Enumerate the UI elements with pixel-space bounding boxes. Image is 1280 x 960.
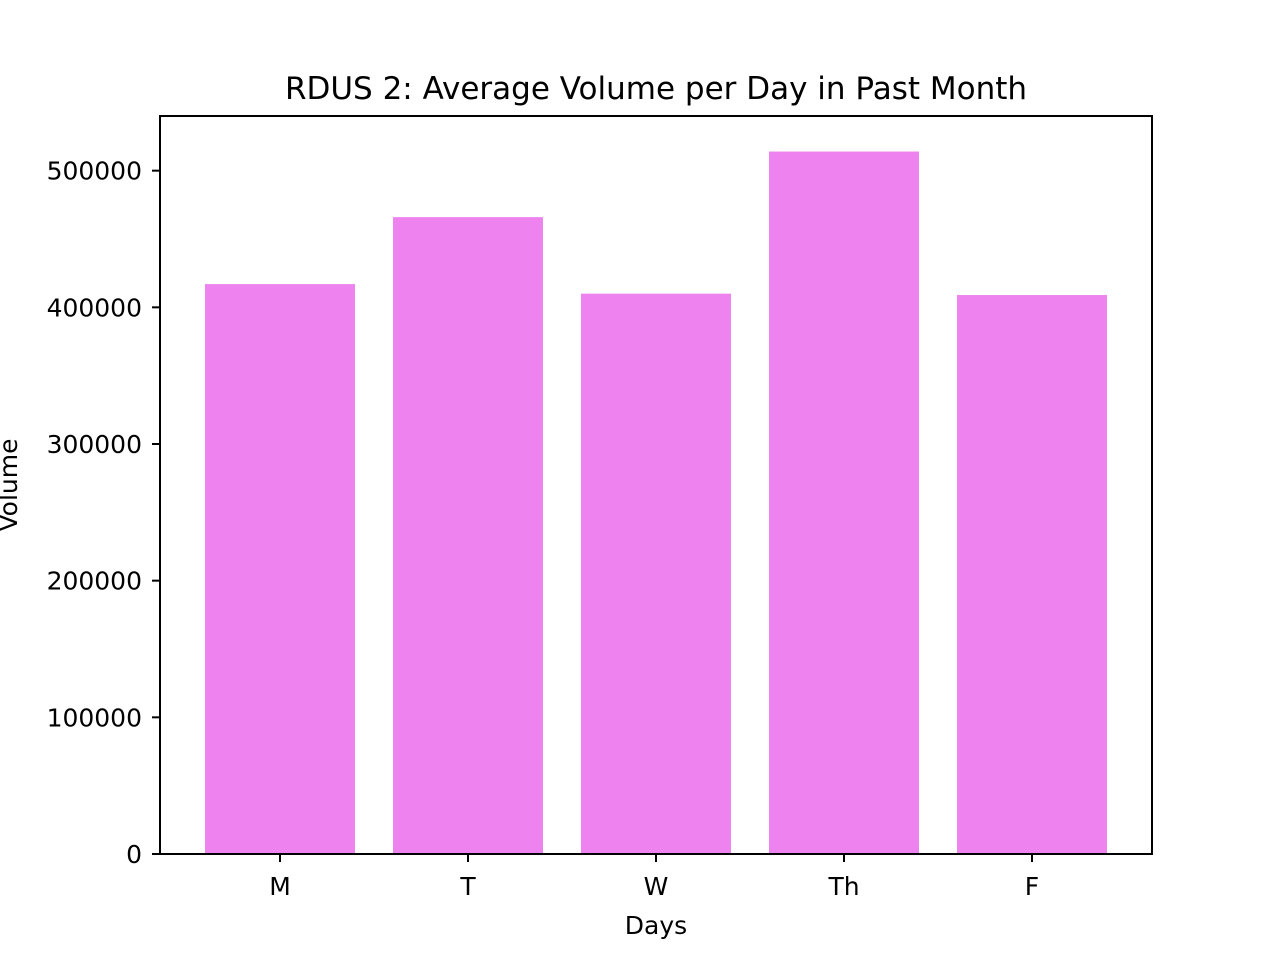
chart-title: RDUS 2: Average Volume per Day in Past M… <box>285 71 1027 107</box>
y-tick-label-400000: 400000 <box>47 293 142 322</box>
x-axis-title: Days <box>625 911 687 940</box>
bar-w <box>581 293 731 855</box>
plot-frame <box>159 115 1153 855</box>
x-tick-label-t: T <box>459 872 476 901</box>
bar-th <box>769 151 919 855</box>
bar-m <box>205 284 355 855</box>
y-tick-label-0: 0 <box>126 840 142 869</box>
y-tick-label-300000: 300000 <box>47 430 142 459</box>
y-tick-label-500000: 500000 <box>47 157 142 186</box>
y-axis: 0 100000 200000 300000 400000 500000 <box>47 157 160 869</box>
y-tick-label-100000: 100000 <box>47 703 142 732</box>
x-axis: M T W Th F <box>269 854 1039 901</box>
bars-group <box>205 151 1107 855</box>
x-tick-label-th: Th <box>827 872 859 901</box>
bar-t <box>393 217 543 855</box>
x-tick-label-f: F <box>1025 872 1039 901</box>
y-tick-label-200000: 200000 <box>47 567 142 596</box>
x-tick-label-w: W <box>644 872 669 901</box>
x-tick-label-m: M <box>269 872 291 901</box>
bar-f <box>957 295 1107 854</box>
y-axis-title: Volume <box>0 439 23 532</box>
